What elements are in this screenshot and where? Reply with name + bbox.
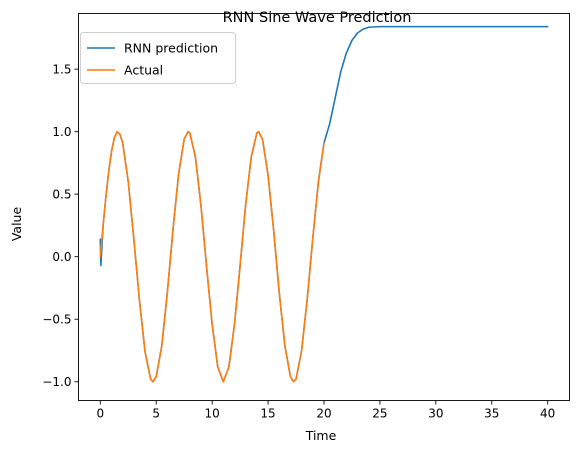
x-tick-label: 10 xyxy=(205,407,220,421)
x-axis-ticks: 0 5 10 15 20 25 30 35 40 xyxy=(96,400,555,421)
x-tick-label: 35 xyxy=(484,407,499,421)
x-tick-label: 40 xyxy=(540,407,555,421)
series-line-actual xyxy=(99,130,325,383)
legend: RNN prediction Actual xyxy=(80,32,236,84)
y-tick-label: −0.5 xyxy=(42,313,71,327)
y-tick-label: 1.5 xyxy=(52,62,71,76)
legend-label-rnn-prediction: RNN prediction xyxy=(124,41,218,56)
x-tick-label: 25 xyxy=(372,407,387,421)
x-tick-label: 0 xyxy=(96,407,104,421)
x-tick-label: 5 xyxy=(152,407,160,421)
x-tick-label: 15 xyxy=(260,407,275,421)
y-tick-label: −1.0 xyxy=(42,375,71,389)
legend-label-actual: Actual xyxy=(124,63,163,78)
plot-lines xyxy=(99,25,549,383)
y-axis-ticks: −1.0 −0.5 0.0 0.5 1.0 1.5 xyxy=(42,62,79,389)
x-axis-label: Time xyxy=(305,428,337,443)
y-axis-label: Value xyxy=(9,207,24,242)
y-tick-label: 0.0 xyxy=(52,250,71,264)
y-tick-label: 0.5 xyxy=(52,187,71,201)
x-tick-label: 20 xyxy=(316,407,331,421)
x-tick-label: 30 xyxy=(428,407,443,421)
y-tick-label: 1.0 xyxy=(52,125,71,139)
legend-box xyxy=(80,32,236,84)
chart-title: RNN Sine Wave Prediction xyxy=(223,10,412,26)
